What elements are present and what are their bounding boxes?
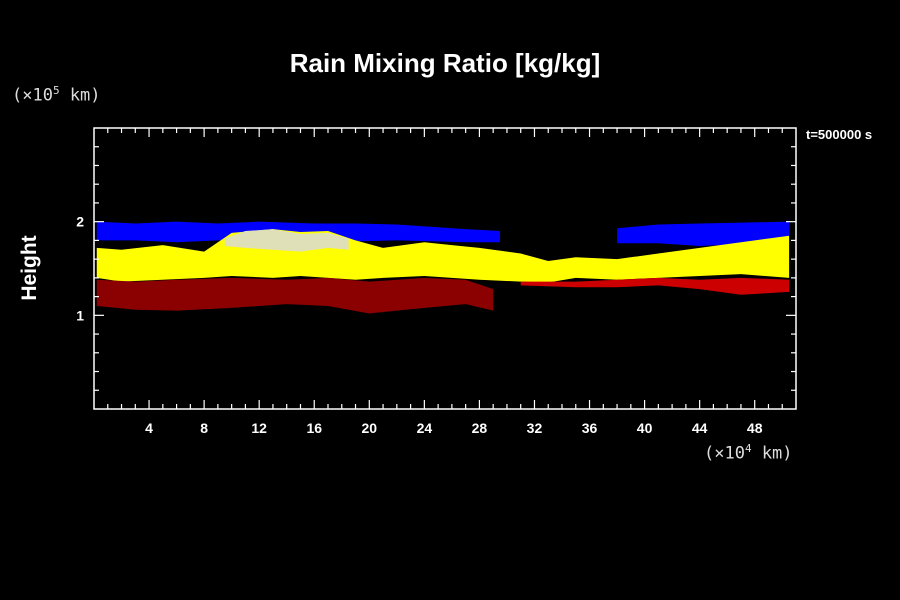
x-tick-label: 20 xyxy=(362,420,378,436)
field-layer-4 xyxy=(96,277,494,314)
y-tick-label: 2 xyxy=(76,214,84,230)
field-layer-1 xyxy=(617,221,790,247)
x-tick-label: 36 xyxy=(582,420,598,436)
field-layer-3 xyxy=(224,229,349,252)
x-tick-label: 4 xyxy=(145,420,153,436)
field-layer-5 xyxy=(520,277,790,295)
x-tick-label: 40 xyxy=(637,420,653,436)
y-axis-unit: (×105 km) xyxy=(12,84,101,106)
x-tick-label: 12 xyxy=(251,420,267,436)
x-tick-label: 16 xyxy=(306,420,322,436)
x-tick-label: 8 xyxy=(200,420,208,436)
y-tick-label: 1 xyxy=(76,307,84,323)
x-tick-label: 44 xyxy=(692,420,708,436)
x-tick-label: 24 xyxy=(417,420,433,436)
field-layers xyxy=(96,221,790,314)
x-tick-label: 48 xyxy=(747,420,763,436)
x-tick-label: 32 xyxy=(527,420,543,436)
time-annotation: t=500000 s xyxy=(806,127,873,142)
plot-frame xyxy=(93,127,797,410)
x-axis-unit: (×104 km) xyxy=(704,442,793,464)
chart-title: Rain Mixing Ratio [kg/kg] xyxy=(289,48,601,78)
x-tick-label: 28 xyxy=(472,420,488,436)
